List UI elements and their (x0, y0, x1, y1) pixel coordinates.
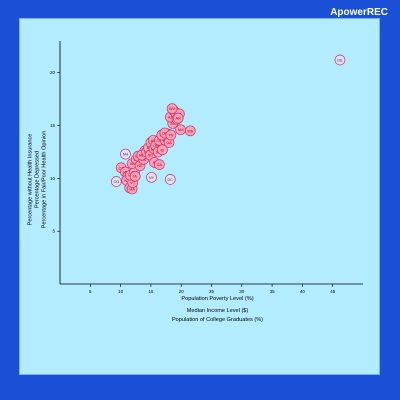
y-tick-label-20: 20 (50, 70, 56, 75)
data-point-label-VT: VT (130, 181, 136, 185)
data-point-label-OH: OH (153, 144, 159, 148)
y-axis-labels: Percentage without Health Insurance Perc… (28, 100, 49, 260)
data-point-label-NH: NH (123, 153, 129, 157)
data-point-AR (172, 112, 184, 124)
data-point-label-CT: CT (119, 166, 125, 170)
data-point-label-CO: CO (114, 180, 120, 184)
y-tick-label-10: 10 (50, 176, 56, 181)
data-point-label-AR: AR (176, 117, 182, 121)
data-point-label-DC: DC (168, 178, 174, 182)
y-axis-label-health[interactable]: Percentage in Fair/Poor Health Opinion (41, 130, 48, 229)
data-point-label-TN: TN (168, 134, 173, 138)
data-point-label-SC: SC (170, 122, 176, 126)
x-tick-label-25: 25 (209, 289, 215, 294)
data-point-label-MA: MA (129, 187, 135, 191)
y-tick-label-15: 15 (50, 123, 56, 128)
x-tick-label-15: 15 (148, 289, 154, 294)
data-point-TN (165, 129, 177, 141)
data-point-label-ME: ME (139, 154, 145, 158)
data-point-label-OK: OK (162, 131, 168, 135)
x-tick-label-20: 20 (179, 289, 185, 294)
data-point-ID (157, 144, 168, 156)
data-point-label-OR: OR (157, 139, 163, 143)
data-point-label-WV: WV (169, 107, 176, 111)
data-point-IA (129, 170, 141, 182)
data-point-label-DE: DE (337, 59, 343, 63)
data-point-CO (111, 176, 122, 187)
data-point-label-NJ: NJ (124, 179, 129, 183)
y-axis-label-depressed[interactable]: Percentage Depressed (34, 150, 41, 209)
data-point-label-ID: ID (161, 148, 165, 152)
x-tick-label-40: 40 (300, 289, 306, 294)
data-point-NY (146, 171, 157, 183)
data-point-DC (164, 174, 176, 185)
x-tick-label-5: 5 (89, 289, 92, 294)
data-point-label-VA: VA (130, 162, 135, 166)
data-point-MS (184, 125, 196, 137)
data-point-label-SD: SD (148, 154, 154, 158)
y-axis-label-insurance[interactable]: Percentage without Health Insurance (27, 133, 34, 226)
data-point-WV (166, 103, 178, 114)
scatter-plot: 510152025303540455101520DECOCTNHUTMNNJWY… (50, 41, 363, 294)
data-point-label-IA: IA (133, 175, 137, 179)
x-axis-label-poverty[interactable]: Population Poverty Level (%) (181, 296, 254, 302)
recorder-watermark: ApowerREC (330, 7, 388, 18)
x-axis-label-college[interactable]: Population of College Graduates (%) (171, 317, 264, 323)
data-point-label-IL: IL (147, 146, 150, 150)
data-point-NH (120, 148, 131, 160)
x-tick-label-30: 30 (239, 289, 245, 294)
x-tick-label-10: 10 (118, 289, 124, 294)
chart-panel: 510152025303540455101520DECOCTNHUTMNNJWY… (19, 18, 380, 375)
data-point-label-AZ: AZ (168, 116, 174, 120)
data-point-DE (334, 54, 346, 66)
y-tick-label-5: 5 (52, 229, 55, 234)
data-point-label-GA: GA (166, 141, 172, 145)
x-tick-label-35: 35 (270, 289, 276, 294)
data-point-label-CA: CA (157, 163, 163, 167)
data-point-CA (154, 159, 165, 170)
x-axis-label-income[interactable]: Median Income Level ($) (186, 308, 249, 314)
data-point-label-MS: MS (187, 129, 193, 133)
x-tick-label-45: 45 (330, 289, 336, 294)
data-point-label-NE: NE (137, 164, 143, 168)
data-point-label-NM: NM (178, 128, 184, 132)
data-point-label-NY: NY (149, 176, 155, 180)
